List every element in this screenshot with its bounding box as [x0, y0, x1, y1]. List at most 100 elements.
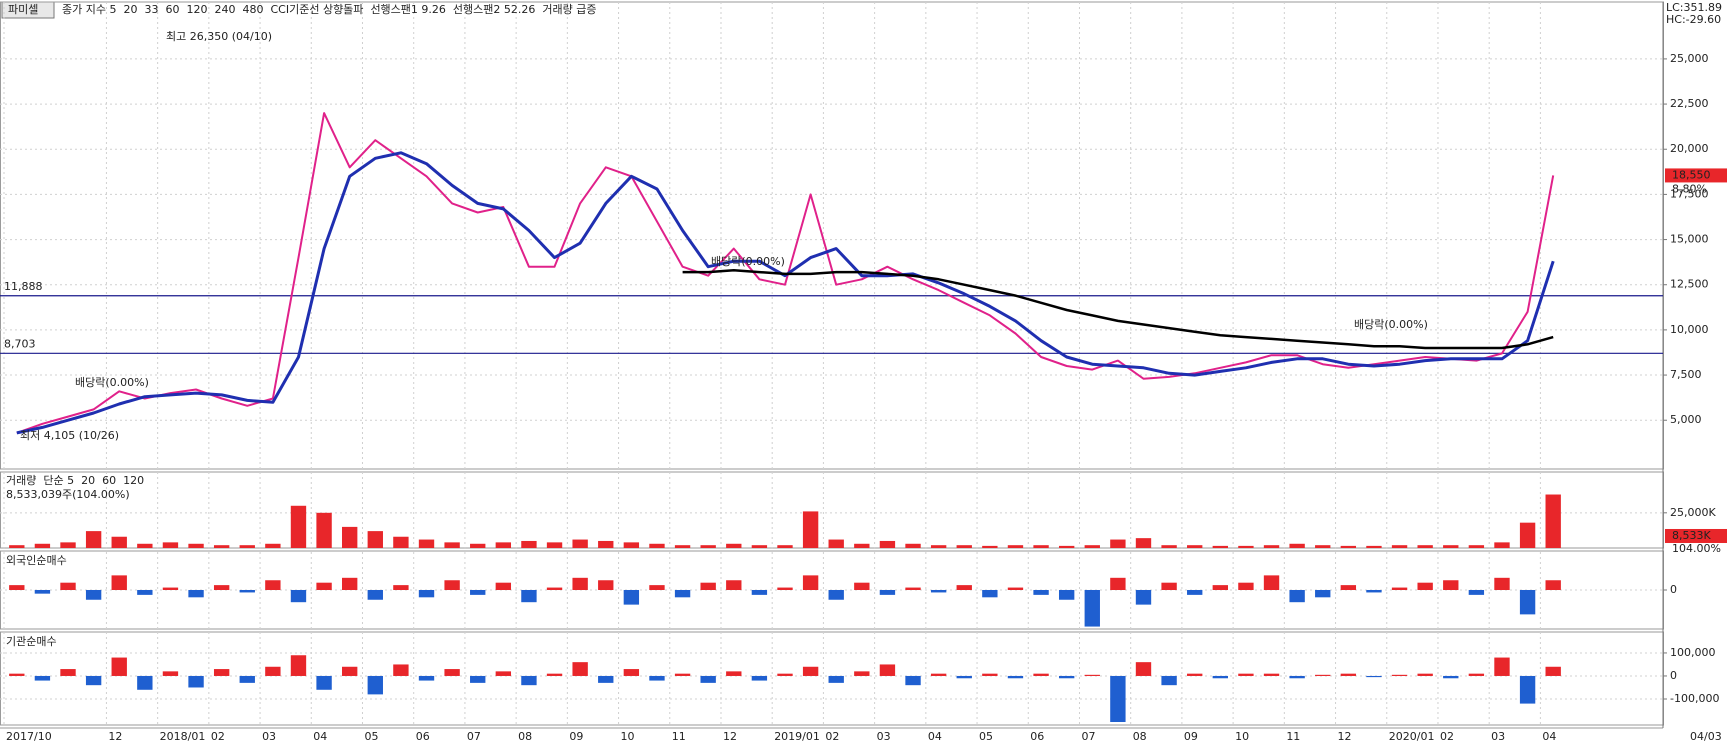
net-buy-bar: [1366, 590, 1382, 593]
legend-item: 480: [242, 3, 263, 16]
net-buy-bar: [60, 669, 76, 676]
net-buy-bar: [1135, 662, 1152, 676]
x-tick-label: 04: [928, 730, 942, 743]
volume-bar: [60, 542, 76, 548]
legend-item: 단순 5: [43, 474, 74, 487]
x-tick-label: 03: [1491, 730, 1505, 743]
net-buy-bar: [1391, 674, 1408, 676]
legend-item: 120: [186, 3, 207, 16]
net-buy-bar: [9, 673, 25, 676]
net-buy-bar: [1212, 585, 1228, 590]
x-tick-label: 12: [1338, 730, 1352, 743]
y-tick-label: 0: [1670, 669, 1677, 682]
net-buy-bar: [982, 590, 998, 598]
net-buy-bar: [1417, 673, 1433, 676]
x-tick-label: 05: [979, 730, 993, 743]
price-change: 8.80%: [1672, 182, 1707, 195]
volume-bar: [1315, 545, 1331, 548]
volume-bar: [1238, 545, 1254, 548]
net-buy-bar: [1238, 673, 1254, 676]
y-tick-label: 20,000: [1670, 142, 1709, 155]
volume-bar: [444, 542, 460, 548]
net-buy-bar: [1519, 590, 1536, 615]
net-buy-bar: [1519, 675, 1536, 704]
volume-bar: [623, 542, 640, 548]
x-tick-label: 04: [313, 730, 327, 743]
volume-bar: [1187, 545, 1203, 548]
reference-label: 11,888: [4, 280, 43, 293]
net-buy-bar: [700, 582, 716, 590]
volume-bar: [726, 543, 742, 548]
volume-bar: [239, 545, 255, 548]
x-tick-label: 07: [467, 730, 481, 743]
net-buy-bar: [316, 582, 332, 590]
volume-bar: [1263, 545, 1280, 548]
net-buy-bar: [777, 673, 793, 676]
lc-label: LC:351.89: [1666, 1, 1722, 14]
net-buy-bar: [1468, 673, 1485, 676]
net-buy-bar: [393, 585, 409, 590]
net-buy-bar: [1187, 590, 1203, 595]
last-date: 04/03: [1690, 730, 1722, 743]
net-buy-bar: [470, 675, 486, 683]
net-buy-bar: [982, 673, 998, 676]
annotation: 배당락(0.00%): [1354, 318, 1428, 331]
x-tick-label: 2017/10: [6, 730, 52, 743]
net-buy-bar: [1161, 582, 1177, 590]
x-tick-label: 11: [672, 730, 686, 743]
x-tick-label: 11: [1286, 730, 1300, 743]
net-buy-bar: [546, 673, 563, 676]
y-tick-label: 5,000: [1670, 413, 1702, 426]
legend-item: CCI기준선 상향돌파: [270, 3, 363, 16]
volume-bar: [162, 542, 179, 548]
volume-bar: [9, 545, 25, 548]
net-buy-bar: [828, 675, 844, 683]
x-tick-label: 02: [825, 730, 839, 743]
net-buy-bar: [854, 582, 870, 590]
x-tick-label: 09: [1184, 730, 1198, 743]
net-buy-bar: [930, 673, 947, 676]
x-tick-label: 02: [211, 730, 225, 743]
volume-bar: [521, 540, 537, 548]
volume-bar: [1340, 545, 1357, 548]
net-buy-bar: [1494, 577, 1510, 590]
net-buy-bar: [239, 590, 255, 593]
volume-bar: [572, 539, 588, 548]
volume-bar: [1058, 545, 1075, 548]
x-tick-label: 06: [416, 730, 430, 743]
net-buy-bar: [1110, 675, 1126, 723]
net-buy-bar: [444, 669, 460, 676]
net-buy-bar: [1110, 577, 1126, 590]
legend-item: 60: [165, 3, 179, 16]
legend-item: 240: [214, 3, 235, 16]
net-buy-bar: [239, 675, 255, 683]
price-tag: 18,550: [1672, 168, 1711, 181]
x-tick-label: 03: [877, 730, 891, 743]
volume-bar: [1443, 545, 1459, 548]
net-buy-bar: [1033, 590, 1049, 595]
volume-bar: [342, 526, 358, 548]
annotation: 최고 26,350 (04/10): [166, 30, 272, 43]
volume-bar: [1519, 522, 1536, 548]
net-buy-bar: [905, 675, 921, 686]
net-buy-bar: [521, 590, 537, 603]
volume-bar: [879, 540, 896, 548]
volume-tag-box: [1665, 528, 1727, 543]
net-buy-bar: [418, 590, 435, 598]
net-buy-bar: [1468, 590, 1485, 595]
net-buy-bar: [802, 666, 819, 676]
price-line: [682, 269, 1554, 350]
volume-bar: [418, 539, 435, 548]
price-line: [16, 151, 1555, 435]
net-buy-bar: [265, 580, 281, 590]
net-buy-bar: [879, 590, 896, 595]
volume-bar: [470, 543, 486, 548]
volume-bar: [1135, 538, 1152, 548]
volume-bar: [956, 545, 972, 548]
net-buy-bar: [802, 575, 819, 590]
volume-bar: [1366, 545, 1382, 548]
net-buy-bar: [1340, 673, 1357, 676]
y-tick-label: 25,000: [1670, 52, 1709, 65]
net-buy-bar: [1545, 666, 1561, 676]
